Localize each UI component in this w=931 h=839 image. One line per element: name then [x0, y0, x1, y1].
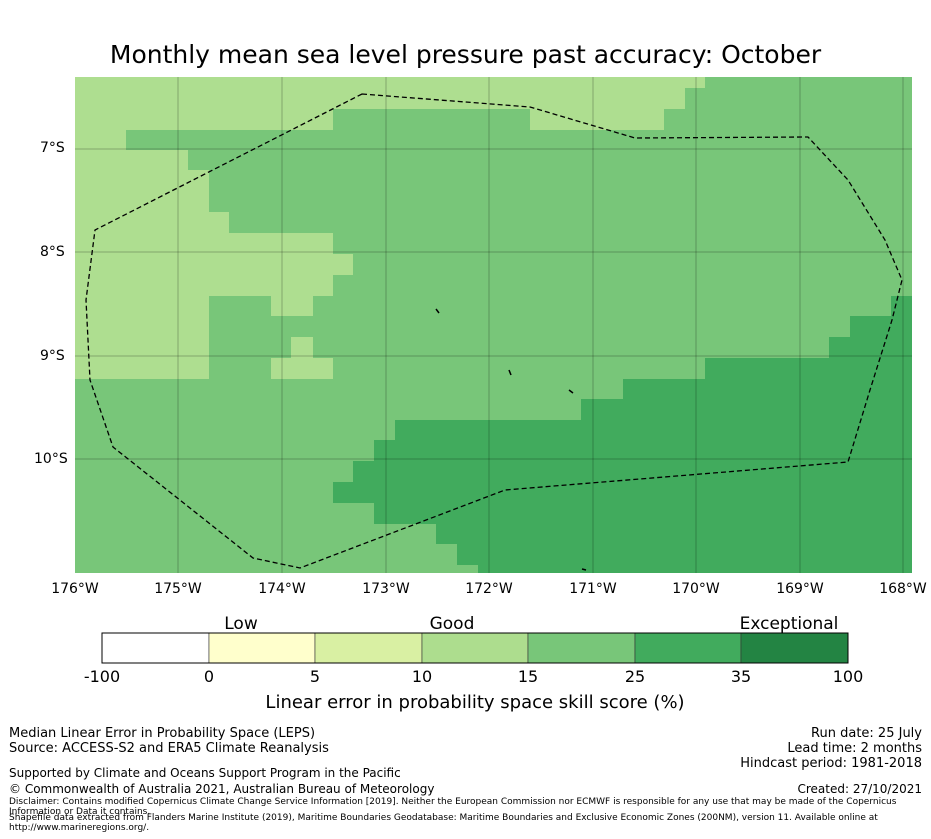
skill-region-good: [291, 337, 313, 358]
lat-tick-7s: 7°S: [40, 140, 65, 156]
lon-tick-173w: 173°W: [362, 581, 410, 597]
lon-tick-172w: 172°W: [465, 581, 513, 597]
footer-created: Created: 27/10/2021: [797, 782, 922, 796]
colorbar-tick: 100: [832, 667, 864, 686]
colorbar-tick: 15: [517, 667, 539, 686]
skill-map: [75, 77, 912, 573]
footer-source: Source: ACCESS-S2 and ERA5 Climate Reana…: [9, 741, 329, 756]
colorbar-category-exceptional: Exceptional: [739, 614, 839, 634]
lat-tick-8s: 8°S: [40, 244, 65, 260]
colorbar-tick: 10: [411, 667, 433, 686]
footer-disclaimer: Disclaimer: Contains modified Copernicus…: [9, 797, 897, 817]
skill-region-good: [271, 358, 333, 379]
skill-region-dark: [374, 503, 912, 524]
skill-region-good: [530, 109, 664, 130]
lat-tick-10s: 10°S: [34, 451, 68, 467]
skill-region-dark: [395, 420, 912, 440]
skill-region-good: [75, 77, 705, 88]
footer-supported: Supported by Climate and Oceans Support …: [9, 766, 401, 780]
footer-run-date: Run date: 25 July: [811, 726, 922, 741]
skill-region-dark: [623, 379, 912, 399]
colorbar-tick: 5: [309, 667, 321, 686]
skill-region-dark: [436, 524, 912, 544]
colorbar-frame: [101, 632, 849, 664]
colorbar: [101, 632, 849, 664]
footer-method: Median Linear Error in Probability Space…: [9, 726, 316, 741]
skill-region-dark: [374, 440, 912, 461]
colorbar-segment: [634, 632, 742, 664]
colorbar-tick: 35: [730, 667, 752, 686]
lon-tick-170w: 170°W: [672, 581, 720, 597]
skill-region-dark: [333, 482, 912, 503]
colorbar-tick: 0: [203, 667, 215, 686]
footer-shapefile: Shapefile data extracted from Flanders M…: [9, 813, 878, 833]
skill-region-good: [75, 88, 685, 109]
skill-region-good: [75, 150, 188, 170]
lon-tick-175w: 175°W: [154, 581, 202, 597]
skill-region-good: [75, 233, 333, 254]
colorbar-segment: [421, 632, 529, 664]
lat-tick-9s: 9°S: [40, 348, 65, 364]
lon-tick-168w: 168°W: [879, 581, 927, 597]
skill-region-dark: [457, 544, 912, 565]
skill-region-good: [75, 254, 353, 275]
skill-region-dark: [705, 358, 912, 379]
colorbar-tick: 25: [624, 667, 646, 686]
colorbar-label: Linear error in probability space skill …: [265, 692, 685, 713]
colorbar-category-low: Low: [224, 614, 258, 634]
island-4: [581, 568, 587, 571]
footer-hindcast: Hindcast period: 1981-2018: [740, 756, 922, 771]
island-1: [435, 308, 440, 314]
skill-region-dark: [353, 461, 912, 482]
lon-tick-169w: 169°W: [776, 581, 824, 597]
skill-region-good: [75, 212, 229, 233]
skill-region-good: [75, 296, 209, 379]
skill-region-dark: [850, 316, 912, 337]
skill-region-dark: [581, 399, 912, 420]
lon-tick-174w: 174°W: [258, 581, 306, 597]
graticule: [75, 77, 912, 573]
skill-region-dark: [891, 296, 912, 316]
colorbar-segment: [740, 632, 849, 664]
skill-region-good: [75, 109, 333, 130]
skill-region-good: [271, 296, 313, 316]
map-title: Monthly mean sea level pressure past acc…: [109, 40, 822, 69]
colorbar-segment: [314, 632, 423, 664]
colorbar-segment: [527, 632, 636, 664]
islands: [435, 308, 587, 571]
skill-region-good: [75, 130, 126, 150]
colorbar-segment: [101, 632, 210, 664]
colorbar-category-good: Good: [429, 614, 475, 634]
skill-region-good: [75, 275, 333, 296]
skill-region-dark: [829, 337, 912, 358]
island-3: [568, 389, 574, 394]
footer-copyright: © Commonwealth of Australia 2021, Austra…: [9, 782, 435, 796]
island-2: [508, 369, 512, 376]
skill-cells: [75, 77, 912, 573]
lon-tick-171w: 171°W: [569, 581, 617, 597]
skill-region-dark: [478, 565, 912, 573]
skill-region-good: [75, 170, 209, 212]
lon-tick-176w: 176°W: [51, 581, 99, 597]
colorbar-segment: [208, 632, 316, 664]
colorbar-tick: -100: [83, 667, 121, 686]
footer-lead-time: Lead time: 2 months: [787, 741, 922, 756]
